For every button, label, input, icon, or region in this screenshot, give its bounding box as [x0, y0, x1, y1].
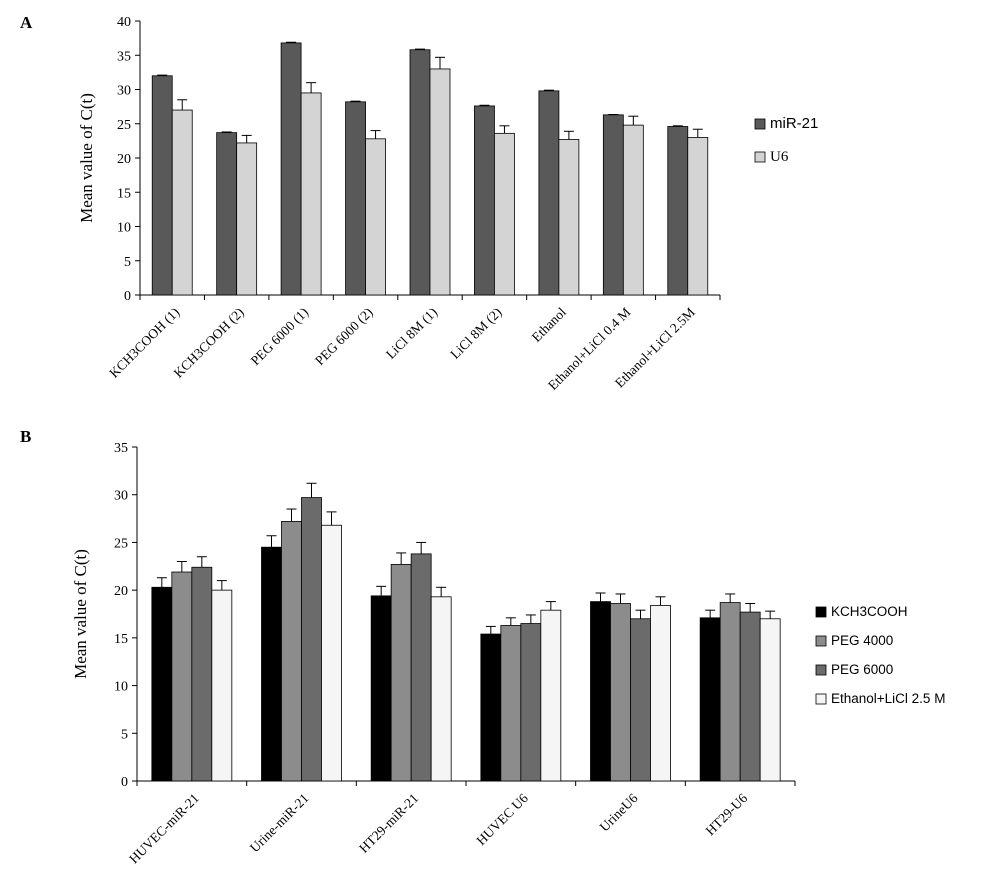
- bar-kch3cooh: [151, 586, 173, 782]
- y-tick-label: 25: [114, 536, 128, 551]
- bar-ethanol-licl-2-5-m: [321, 524, 342, 782]
- bar-peg-4000: [610, 603, 631, 782]
- bar-peg-4000: [281, 521, 302, 782]
- x-category-label: PEG 6000 (1): [248, 305, 312, 369]
- bar-u6: [558, 139, 580, 296]
- bar-u6: [429, 68, 451, 296]
- bar-u6: [300, 92, 322, 296]
- panel-label: A: [20, 13, 33, 32]
- bar-peg-6000: [739, 611, 761, 782]
- bar-peg-6000: [410, 553, 432, 782]
- legend-swatch: [754, 118, 766, 130]
- legend-swatch: [815, 606, 827, 618]
- legend-label: PEG 4000: [831, 633, 893, 648]
- bar-mir-21: [538, 90, 560, 296]
- bar-u6: [171, 109, 193, 296]
- bar-ethanol-licl-2-5-m: [650, 605, 671, 782]
- y-tick-label: 5: [124, 255, 131, 270]
- bar-u6: [236, 142, 258, 296]
- bar-u6: [622, 124, 644, 296]
- y-tick-label: 10: [114, 680, 128, 695]
- bar-peg-4000: [500, 625, 522, 782]
- panel-a: A 0 5 10 15 20 25 30 35 40 Mean value of C(t) KCH3C…: [20, 13, 818, 393]
- bar-ethanol-licl-2-5-m: [211, 589, 233, 782]
- bar-peg-6000: [301, 497, 322, 782]
- bar-mir-21: [602, 114, 624, 296]
- bar-peg-4000: [171, 571, 193, 782]
- y-tick-label: 35: [114, 441, 128, 456]
- bar-kch3cooh: [261, 546, 282, 782]
- bar-ethanol-licl-2-5-m: [540, 609, 562, 782]
- bar-mir-21: [280, 42, 302, 296]
- bar-mir-21: [409, 49, 431, 296]
- legend-label: PEG 6000: [831, 662, 893, 677]
- legend-swatch: [815, 664, 827, 676]
- x-category-label: Ethanol: [529, 304, 569, 344]
- bar-kch3cooh: [370, 595, 392, 782]
- y-tick-label: 40: [117, 15, 131, 30]
- x-category-label: Urine-miR-21: [247, 791, 312, 856]
- legend-label: Ethanol+LiCl 2.5 M: [831, 691, 945, 706]
- panel-b: B 0 5 10 15 20 25 30 35 Mean value of C(t) HUVEC-m…: [20, 427, 945, 866]
- x-category-label: LiCl 8M (1): [383, 305, 440, 362]
- bar-mir-21: [667, 126, 689, 296]
- bar-kch3cooh: [480, 633, 502, 782]
- y-tick-label: 10: [117, 221, 131, 236]
- y-tick-label: 25: [117, 118, 131, 133]
- legend-swatch: [815, 635, 827, 647]
- y-tick-label: 0: [121, 775, 128, 790]
- bar-kch3cooh: [590, 601, 611, 782]
- x-category-label: KCH3COOH (2): [171, 305, 247, 381]
- bar-peg-6000: [630, 618, 651, 782]
- y-tick-label: 35: [117, 49, 131, 64]
- y-tick-label: 30: [117, 84, 131, 99]
- x-category-label: HUVEC-miR-21: [126, 791, 202, 867]
- bar-mir-21: [345, 101, 366, 296]
- bar-kch3cooh: [699, 617, 721, 782]
- legend-swatch: [815, 693, 827, 705]
- bar-u6: [365, 138, 386, 296]
- y-tick-label: 0: [124, 289, 131, 304]
- legend-label: KCH3COOH: [831, 604, 908, 619]
- bar-peg-4000: [719, 602, 741, 782]
- x-category-label: PEG 6000 (2): [312, 305, 376, 369]
- x-category-label: HT29-U6: [703, 790, 751, 838]
- bar-peg-6000: [520, 623, 542, 782]
- bar-peg-6000: [191, 566, 213, 782]
- bar-ethanol-licl-2-5-m: [759, 618, 781, 782]
- bar-mir-21: [216, 132, 238, 296]
- y-tick-label: 20: [117, 152, 131, 167]
- x-category-label: HUVEC U6: [473, 790, 531, 848]
- bar-u6: [687, 137, 709, 296]
- legend-swatch: [754, 151, 766, 163]
- y-tick-label: 20: [114, 584, 128, 599]
- x-category-label: UrineU6: [597, 790, 641, 834]
- bar-u6: [494, 132, 515, 296]
- bar-peg-4000: [390, 563, 412, 782]
- legend-label: U6: [770, 149, 789, 165]
- x-category-label: HT29-miR-21: [356, 791, 421, 856]
- y-tick-label: 15: [114, 632, 128, 647]
- x-category-label: LiCl 8M (2): [447, 305, 504, 362]
- bar-ethanol-licl-2-5-m: [430, 596, 452, 782]
- y-tick-label: 30: [114, 489, 128, 504]
- bar-mir-21: [151, 75, 173, 296]
- legend-label: miR-21: [770, 115, 818, 132]
- y-tick-label: 15: [117, 186, 131, 201]
- y-tick-label: 5: [121, 727, 128, 742]
- bar-mir-21: [474, 105, 495, 296]
- y-axis-title: Mean value of C(t): [77, 93, 96, 223]
- y-axis-title: Mean value of C(t): [71, 549, 90, 679]
- panel-label: B: [20, 427, 31, 446]
